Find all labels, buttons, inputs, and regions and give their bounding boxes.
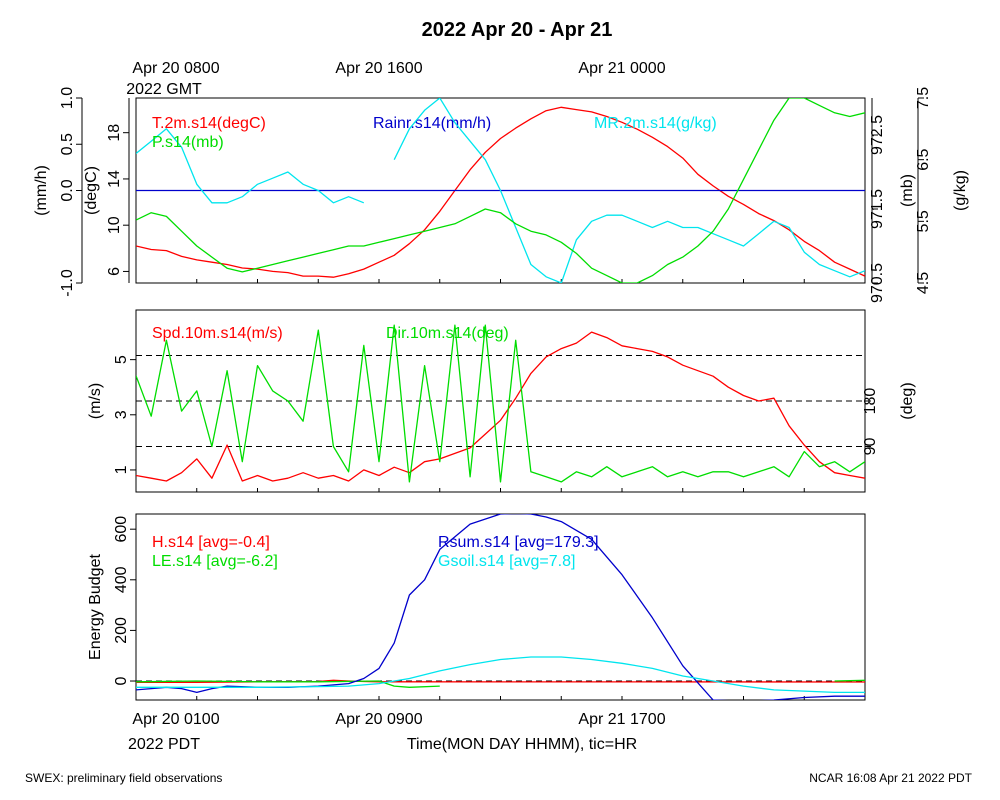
series-line-2 <box>136 98 865 283</box>
y-tick-label: 14 <box>106 170 123 188</box>
legend-entry: P.s14(mb) <box>152 134 224 151</box>
series-line-3 <box>136 656 865 694</box>
y-tick-label: 970.5 <box>869 263 886 303</box>
axis-label-left: Energy Budget <box>87 554 104 660</box>
y-tick-label: 10 <box>106 216 123 234</box>
y-tick-label: 3 <box>113 410 130 419</box>
panel-met: -1.0 0.0 0.5 1.0 (mm/h) 6 10 14 18 (degC) 970.5 971… <box>33 87 969 303</box>
panels: -1.00.00.51.0(mm/h)6101418(degC)970.5971… <box>33 87 969 701</box>
axis-label-right_inner: (mb) <box>899 174 916 207</box>
y-tick-label: 90 <box>862 438 879 456</box>
y-tick-label: 0 <box>113 676 130 685</box>
legend-entry: Rsum.s14 [avg=179.3] <box>438 534 599 551</box>
axis-label-left_inner: (degC) <box>83 166 100 215</box>
footer-right: NCAR 16:08 Apr 21 2022 PDT <box>809 771 972 785</box>
series-line-0 <box>136 106 865 278</box>
series-line-0 <box>136 331 865 482</box>
y-tick-label: 180 <box>862 388 879 415</box>
bottom-time-label: Apr 21 1700 <box>578 711 665 728</box>
top-time-label: Apr 21 0000 <box>578 60 665 77</box>
legend-entry: Rainr.s14(mm/h) <box>373 115 491 132</box>
bottom-time-label: Apr 20 0100 <box>132 711 219 728</box>
y-tick-label: 18 <box>106 124 123 142</box>
y-tick-label: 0.5 <box>59 133 76 155</box>
legend-entry: Gsoil.s14 [avg=7.8] <box>438 553 575 570</box>
y-tick-label: 6 <box>106 267 123 276</box>
top-time-label-sub: 2022 GMT <box>126 81 202 98</box>
top-time-label: Apr 20 1600 <box>335 60 422 77</box>
y-tick-label: 5 <box>113 355 130 364</box>
bottom-time-label-sub: 2022 PDT <box>128 736 200 753</box>
legend-entry: Spd.10m.s14(m/s) <box>152 325 283 342</box>
legend-entry: Dir.10m.s14(deg) <box>386 325 509 342</box>
chart-title: 2022 Apr 20 - Apr 21 <box>422 19 613 41</box>
x-axis-label: Time(MON DAY HHMM), tic=HR <box>407 736 637 753</box>
y-tick-label: 0.0 <box>59 179 76 201</box>
series-line-1 <box>136 679 865 688</box>
y-tick-label: 972.5 <box>869 115 886 155</box>
legend-entry: LE.s14 [avg=-6.2] <box>152 553 278 570</box>
bottom-time-label: Apr 20 0900 <box>335 711 422 728</box>
axis-label-right: (deg) <box>899 382 916 419</box>
y-tick-label: 200 <box>113 617 130 644</box>
y-tick-label: 600 <box>113 516 130 543</box>
axis-label-left_outer: (mm/h) <box>33 165 50 216</box>
y-tick-label: 400 <box>113 566 130 593</box>
y-tick-label: 1.0 <box>59 87 76 109</box>
legend-entry: T.2m.s14(degC) <box>152 115 266 132</box>
y-tick-label: 971.5 <box>869 189 886 229</box>
y-tick-label: 5.5 <box>915 210 932 232</box>
time-axis: Apr 20 0800 2022 GMT Apr 20 1600 Apr 21 000… <box>126 60 665 753</box>
axis-label-right_outer: (g/kg) <box>952 170 969 211</box>
panel-wind: 1 3 5 (m/s) 90 180 (deg) Spd.10m.s14(m/s) Dir.10… <box>87 309 916 493</box>
legend-entry: H.s14 [avg=-0.4] <box>152 534 270 551</box>
y-tick-label: -1.0 <box>59 269 76 297</box>
panel-energy: 0 200 400 600 Energy Budget H.s14 [avg=-0.4] L… <box>87 513 866 701</box>
series-line-3 <box>136 98 865 283</box>
footer-left: SWEX: preliminary field observations <box>25 771 222 785</box>
legend-entry: MR.2m.s14(g/kg) <box>594 115 717 132</box>
series-line-1 <box>136 324 865 483</box>
y-tick-label: 7.5 <box>915 87 932 109</box>
top-time-label: Apr 20 0800 <box>132 60 219 77</box>
y-tick-label: 6.5 <box>915 148 932 170</box>
y-tick-label: 4.5 <box>915 272 932 294</box>
axis-label-left: (m/s) <box>87 383 104 419</box>
y-tick-label: 1 <box>113 465 130 474</box>
